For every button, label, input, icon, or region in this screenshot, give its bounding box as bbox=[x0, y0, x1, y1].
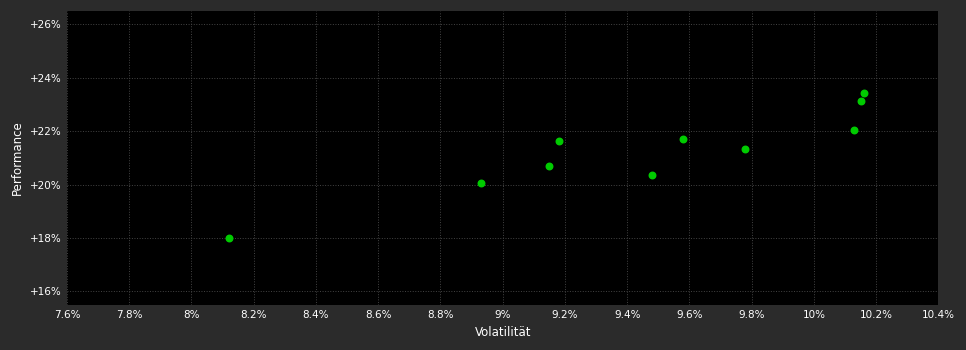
X-axis label: Volatilität: Volatilität bbox=[474, 326, 531, 339]
Point bbox=[846, 127, 862, 133]
Point bbox=[644, 173, 660, 178]
Point bbox=[675, 136, 691, 142]
Point bbox=[856, 90, 871, 95]
Point bbox=[221, 235, 237, 241]
Y-axis label: Performance: Performance bbox=[12, 120, 24, 195]
Point bbox=[853, 98, 868, 103]
Point bbox=[738, 146, 753, 152]
Point bbox=[542, 164, 557, 169]
Point bbox=[473, 181, 489, 186]
Point bbox=[551, 138, 566, 144]
